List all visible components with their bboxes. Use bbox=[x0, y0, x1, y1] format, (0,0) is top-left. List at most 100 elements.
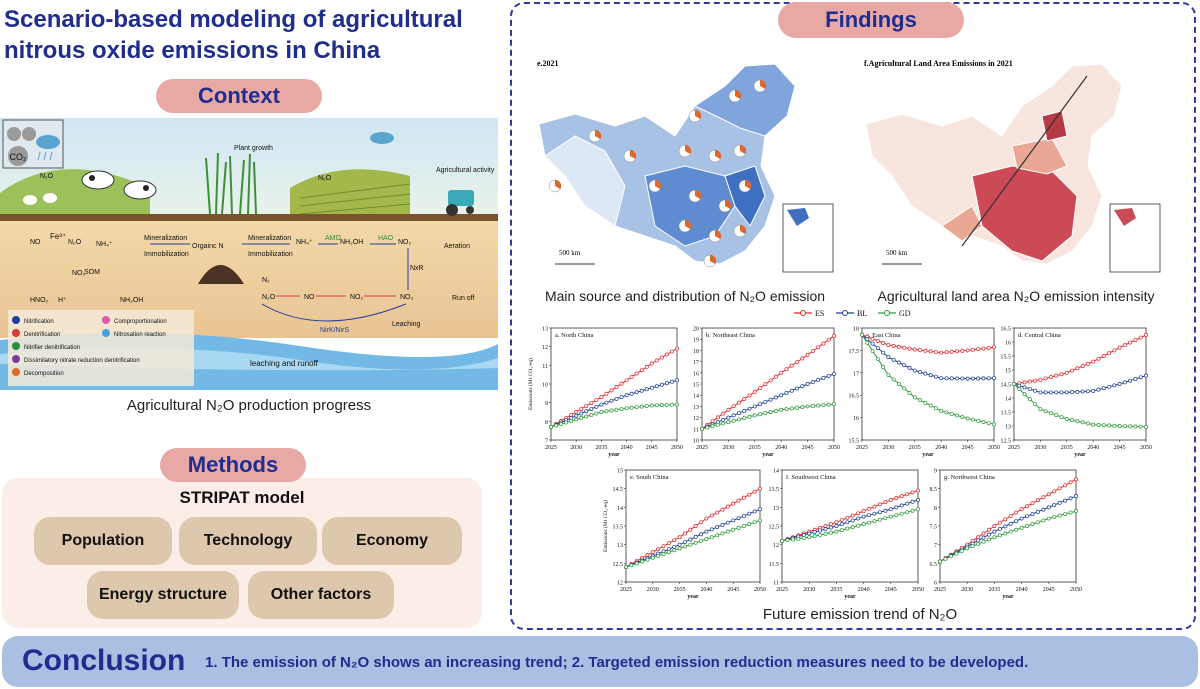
pie-slice bbox=[735, 90, 742, 99]
data-point bbox=[644, 404, 649, 408]
x-tick-label: 2030 bbox=[882, 445, 894, 451]
data-point bbox=[916, 507, 920, 512]
y-tick-label: 16 bbox=[853, 416, 859, 422]
data-point bbox=[644, 387, 649, 392]
data-point bbox=[1063, 498, 1068, 503]
data-point bbox=[826, 373, 831, 378]
data-point bbox=[683, 531, 687, 536]
conclusion-text: 1. The emission of N₂O shows an increasi… bbox=[205, 654, 1029, 671]
data-point bbox=[549, 424, 553, 429]
data-point bbox=[910, 508, 915, 513]
data-point bbox=[785, 538, 790, 543]
y-tick-label: 16.5 bbox=[1001, 327, 1012, 333]
data-point bbox=[883, 500, 888, 505]
data-point bbox=[928, 403, 933, 408]
data-point bbox=[594, 411, 599, 416]
data-point bbox=[779, 370, 784, 375]
data-point bbox=[768, 410, 773, 414]
data-point bbox=[1091, 389, 1096, 393]
data-point bbox=[875, 338, 880, 343]
x-tick-label: 2045 bbox=[802, 445, 814, 451]
data-point bbox=[805, 382, 810, 386]
data-point bbox=[1070, 368, 1075, 373]
data-point bbox=[1080, 420, 1085, 425]
data-point bbox=[888, 497, 893, 502]
data-point bbox=[1064, 417, 1069, 421]
data-point bbox=[1080, 364, 1085, 369]
data-point bbox=[826, 402, 831, 407]
data-point bbox=[1052, 515, 1057, 519]
x-tick-label: 2025 bbox=[1008, 445, 1020, 451]
chart-title: e. South China bbox=[630, 474, 669, 481]
data-point bbox=[987, 532, 991, 537]
y-tick-label: 11 bbox=[773, 581, 779, 587]
data-point bbox=[992, 422, 996, 427]
data-point bbox=[768, 397, 773, 402]
data-point bbox=[731, 518, 736, 523]
data-point bbox=[584, 404, 589, 408]
data-point bbox=[656, 553, 661, 558]
data-point bbox=[795, 360, 799, 364]
data-point bbox=[870, 336, 875, 341]
data-point bbox=[867, 513, 871, 518]
pie-slice bbox=[595, 130, 602, 139]
data-point bbox=[910, 490, 915, 495]
data-point bbox=[897, 382, 901, 386]
legend-label: Dissimilatory nitrate reduction denitrif… bbox=[24, 358, 140, 364]
data-point bbox=[699, 520, 703, 525]
data-point bbox=[1112, 348, 1117, 353]
y-tick-label: 12.5 bbox=[613, 562, 624, 568]
y-tick-label: 9 bbox=[545, 401, 548, 407]
x-tick-label: 2035 bbox=[674, 587, 686, 593]
data-point bbox=[737, 417, 741, 422]
data-point bbox=[902, 345, 907, 350]
data-point bbox=[918, 398, 923, 403]
y-tick-label: 17 bbox=[693, 360, 699, 366]
data-point bbox=[1138, 335, 1143, 340]
legend-label: Nitrosation reaction bbox=[114, 332, 166, 338]
data-point bbox=[800, 384, 805, 389]
data-point bbox=[1022, 392, 1027, 397]
y-tick-label: 15 bbox=[617, 469, 623, 475]
x-tick-label: 2025 bbox=[776, 587, 788, 593]
chart-title: b. Northeast China bbox=[706, 332, 755, 339]
nirk-nirs-label: NirK/NirS bbox=[320, 327, 349, 334]
data-point bbox=[747, 522, 752, 527]
y-tick-label: 11.5 bbox=[769, 562, 779, 568]
data-point bbox=[970, 347, 975, 352]
data-point bbox=[731, 501, 736, 506]
data-point bbox=[737, 400, 741, 405]
x-tick-label: 2040 bbox=[858, 587, 870, 593]
data-point bbox=[1112, 383, 1117, 388]
factor-technology: Technology bbox=[179, 517, 317, 565]
chart-title: d. Central China bbox=[1018, 332, 1061, 339]
data-point bbox=[661, 544, 666, 549]
data-point bbox=[905, 492, 910, 497]
data-point bbox=[742, 397, 747, 401]
x-tick-label: 2040 bbox=[621, 445, 633, 451]
y-tick-label: 13 bbox=[773, 506, 779, 512]
data-point bbox=[976, 418, 981, 423]
data-point bbox=[773, 408, 778, 413]
data-point bbox=[619, 407, 624, 411]
data-point bbox=[907, 391, 912, 395]
data-point bbox=[839, 518, 844, 522]
data-point bbox=[672, 544, 677, 549]
data-point bbox=[861, 514, 866, 519]
data-point bbox=[823, 527, 828, 531]
data-point bbox=[1122, 380, 1127, 385]
data-point bbox=[905, 501, 910, 506]
som-label: SOM bbox=[84, 269, 100, 276]
x-axis-label: year bbox=[922, 452, 934, 458]
legend-series-name: ES bbox=[815, 309, 824, 318]
data-point bbox=[1133, 377, 1138, 381]
data-point bbox=[1075, 366, 1080, 371]
x-tick-label: 2035 bbox=[595, 445, 607, 451]
chart-title: a. North China bbox=[555, 332, 594, 339]
data-point bbox=[677, 546, 682, 551]
x-tick-label: 2050 bbox=[671, 445, 683, 451]
data-point bbox=[894, 513, 899, 518]
data-point bbox=[736, 525, 741, 530]
data-point bbox=[910, 499, 915, 504]
data-point bbox=[752, 389, 757, 394]
